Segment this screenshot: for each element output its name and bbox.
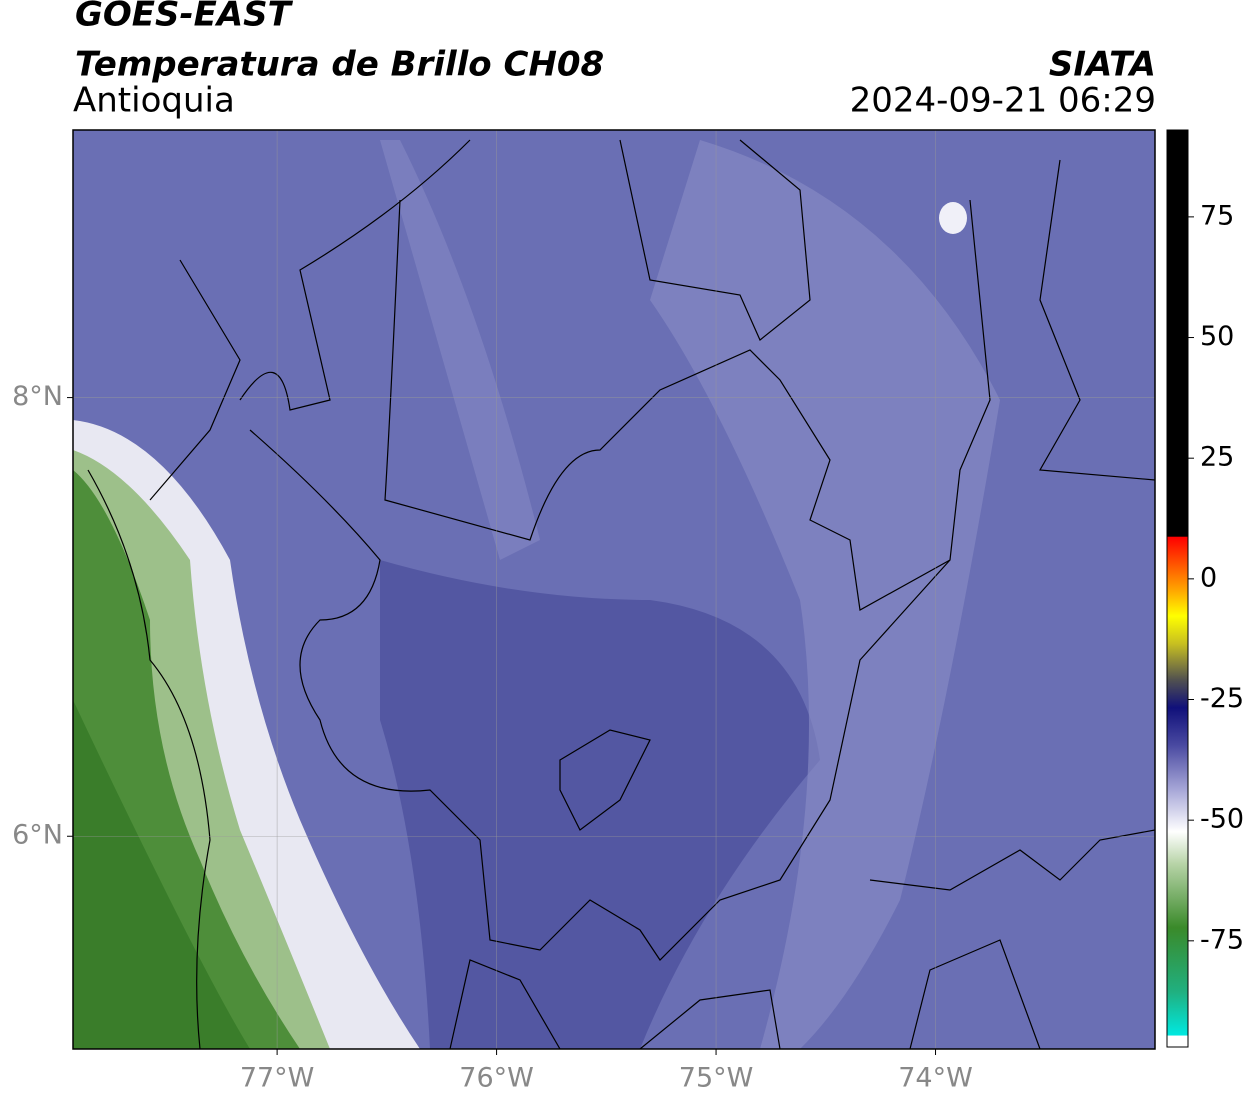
lon-tick-label: 74°W: [898, 1063, 973, 1094]
subtitle: Temperatura de Brillo CH08: [75, 45, 604, 85]
region: Antioquia: [73, 81, 235, 121]
lon-tick-label: 77°W: [240, 1063, 315, 1094]
graticule: [73, 130, 1155, 1049]
colorbar-tick-label: 75: [1200, 200, 1234, 231]
satellite-image: [73, 130, 1155, 1049]
colorbar-tick-label: 50: [1200, 321, 1234, 352]
colorbar-tick-label: -25: [1200, 683, 1244, 714]
colorbar-tick-label: 25: [1200, 442, 1234, 473]
colorbar-tick-label: -75: [1200, 924, 1244, 955]
colorbar: [1166, 129, 1189, 1048]
colorbar-tick-label: 0: [1200, 562, 1217, 593]
source: SIATA: [1049, 45, 1156, 85]
lat-tick-label: 6°N: [12, 820, 63, 851]
map-frame: [72, 129, 1156, 1050]
title: GOES-EAST: [75, 0, 294, 35]
colorbar-tick-label: -50: [1200, 804, 1244, 835]
lon-tick-label: 76°W: [459, 1063, 534, 1094]
lon-tick-label: 75°W: [679, 1063, 754, 1094]
datetime: 2024-09-21 06:29: [850, 81, 1156, 121]
lat-tick-label: 8°N: [12, 381, 63, 412]
